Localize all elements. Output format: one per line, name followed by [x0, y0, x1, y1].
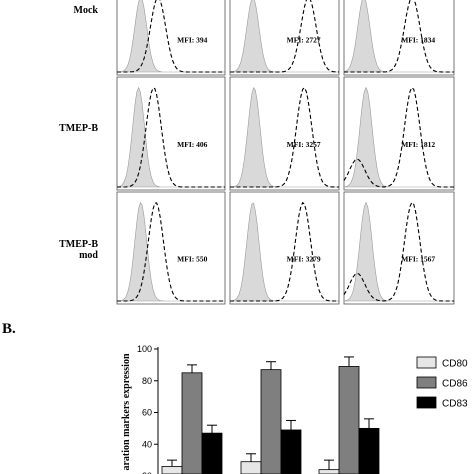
legend-label: CD83 — [442, 399, 468, 410]
sample-histogram — [117, 0, 225, 73]
y-tick-label: 60 — [142, 408, 152, 418]
mfi-label: MFI: 406 — [177, 140, 207, 149]
y-tick-label: 40 — [142, 439, 152, 449]
row-label: Mock — [74, 5, 99, 16]
isotype-histogram — [229, 86, 339, 188]
mfi-label: MFI: 3279 — [287, 254, 321, 263]
histogram-panel-grid: Mock MFI: 394 MFI: 2727 MFI: 1834 TMEP-B MFI:… — [59, 0, 455, 305]
sample-histogram — [343, 86, 454, 188]
sample-histogram — [230, 0, 340, 73]
y-tick-label: 20 — [142, 471, 152, 474]
y-axis-title: aration markers expression — [121, 353, 132, 470]
histogram-plot: MFI: 1567 — [343, 191, 455, 305]
histogram-plot: MFI: 550 — [116, 191, 226, 305]
mfi-label: MFI: 1812 — [401, 140, 435, 149]
bar — [181, 372, 203, 474]
y-tick-label: 100 — [137, 344, 152, 354]
sample-histogram — [230, 86, 339, 188]
sample-histogram — [343, 201, 454, 302]
mfi-label: MFI: 1834 — [401, 36, 435, 45]
bar — [260, 369, 282, 474]
isotype-histogram — [229, 0, 339, 73]
histogram-plot: MFI: 2727 — [229, 0, 340, 76]
legend-swatch — [416, 396, 437, 409]
legend-label: CD80 — [442, 359, 468, 370]
bar — [358, 427, 380, 474]
bar — [201, 432, 223, 474]
legend-swatch — [416, 376, 437, 389]
bar — [338, 366, 360, 474]
isotype-histogram — [343, 0, 454, 73]
histogram-plot: MFI: 3279 — [229, 191, 340, 305]
mfi-label: MFI: 394 — [177, 36, 207, 45]
mfi-label: MFI: 550 — [177, 254, 207, 263]
isotype-histogram — [116, 86, 225, 188]
bar — [318, 469, 340, 474]
histogram-plot: MFI: 406 — [116, 76, 226, 191]
mfi-label: MFI: 2727 — [287, 36, 321, 45]
bar — [240, 461, 262, 474]
histogram-plot: MFI: 1834 — [343, 0, 455, 76]
histogram-plot: MFI: 3257 — [229, 76, 340, 191]
histogram-plot: MFI: 1812 — [343, 76, 455, 191]
sample-histogram — [344, 0, 454, 73]
isotype-histogram — [229, 202, 339, 302]
isotype-histogram — [343, 201, 454, 302]
row-label: TMEP-B — [59, 123, 98, 134]
row-label: mod — [79, 250, 98, 261]
histogram-plot: MFI: 394 — [116, 0, 226, 76]
panel-b-label: B. — [2, 321, 16, 337]
bar-chart: 20 40 60 80 100 aration markers expression CD8… — [121, 344, 468, 474]
legend-label: CD86 — [442, 379, 468, 390]
mfi-label: MFI: 1567 — [401, 254, 435, 263]
bar — [280, 429, 302, 474]
sample-histogram — [117, 87, 225, 188]
sample-histogram — [117, 202, 225, 302]
row-label: TMEP-B — [59, 239, 98, 250]
mfi-label: MFI: 3257 — [287, 140, 321, 149]
y-tick-label: 80 — [142, 376, 152, 386]
bar — [161, 466, 183, 474]
legend-swatch — [416, 356, 437, 369]
